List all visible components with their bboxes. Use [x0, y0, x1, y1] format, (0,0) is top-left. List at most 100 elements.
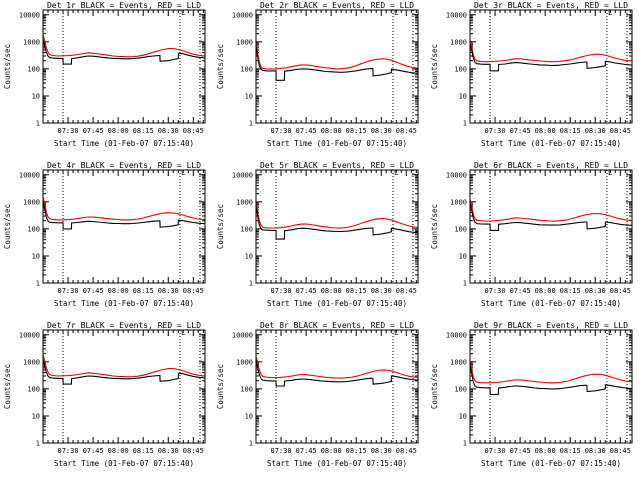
x-tick-label: 08:15 — [133, 287, 154, 295]
chart-svg: Det 9r BLACK = Events, RED = LLD Counts/s… — [430, 321, 633, 468]
series-lld-line — [255, 356, 419, 379]
x-tick-label: 08:45 — [183, 287, 204, 295]
y-tick-label: 10000 — [19, 11, 40, 19]
series-events-line — [42, 38, 206, 65]
y-tick-label: 1 — [249, 440, 253, 448]
y-axis-label: Counts/sec — [3, 364, 12, 409]
chart-title: Det 9r BLACK = Events, RED = LLD — [474, 321, 628, 330]
y-tick-label: 1 — [463, 280, 467, 288]
chart-panel-1: Det 1r BLACK = Events, RED = LLD Counts/s… — [0, 0, 210, 160]
x-tick-label: 08:45 — [183, 127, 204, 135]
x-tick-label: 07:45 — [83, 447, 104, 455]
x-tick-label: 08:00 — [535, 447, 556, 455]
x-tick-label: 08:30 — [371, 127, 392, 135]
x-tick-label: 07:45 — [510, 287, 531, 295]
y-axis-label: Counts/sec — [3, 44, 12, 89]
chart-svg: Det 6r BLACK = Events, RED = LLD Counts/s… — [430, 161, 633, 308]
x-tick-label: 08:30 — [158, 127, 179, 135]
y-axis-label: Counts/sec — [216, 44, 225, 89]
x-axis-label: Start Time (01-Feb-07 07:15:40) — [54, 139, 194, 148]
x-axis-label: Start Time (01-Feb-07 07:15:40) — [481, 299, 621, 308]
x-tick-label: 07:30 — [58, 447, 79, 455]
x-tick-label: 07:30 — [271, 447, 292, 455]
x-tick-label: 08:45 — [610, 127, 631, 135]
series-lld-line — [469, 360, 633, 384]
y-tick-label: 1000 — [236, 358, 253, 366]
y-tick-label: 10 — [32, 412, 40, 420]
y-tick-label: 1000 — [23, 198, 40, 206]
y-tick-label: 1000 — [236, 38, 253, 46]
chart-title: Det 3r BLACK = Events, RED = LLD — [474, 1, 628, 10]
y-tick-label: 10 — [245, 252, 253, 260]
x-axis-label: Start Time (01-Feb-07 07:15:40) — [481, 139, 621, 148]
series-events-line — [255, 205, 419, 240]
chart-svg: Det 5r BLACK = Events, RED = LLD Counts/s… — [216, 161, 419, 308]
plot-frame — [469, 169, 633, 284]
chart-title: Det 8r BLACK = Events, RED = LLD — [260, 321, 414, 330]
plot-frame — [469, 329, 633, 444]
x-axis-label: Start Time (01-Feb-07 07:15:40) — [267, 459, 407, 468]
series-lld-line — [255, 202, 419, 229]
series-lld-line — [469, 198, 633, 222]
x-axis-label: Start Time (01-Feb-07 07:15:40) — [54, 459, 194, 468]
series-events-line — [255, 359, 419, 387]
chart-panel-7: Det 7r BLACK = Events, RED = LLD Counts/s… — [0, 320, 210, 480]
y-tick-label: 10 — [459, 252, 467, 260]
y-tick-label: 1 — [36, 120, 40, 128]
x-tick-label: 08:15 — [133, 447, 154, 455]
x-tick-label: 08:30 — [158, 447, 179, 455]
chart-title: Det 6r BLACK = Events, RED = LLD — [474, 161, 628, 170]
x-tick-label: 08:00 — [535, 287, 556, 295]
x-tick-label: 08:30 — [158, 287, 179, 295]
x-tick-label: 08:00 — [535, 127, 556, 135]
x-tick-label: 08:15 — [346, 287, 367, 295]
y-tick-label: 10000 — [232, 11, 253, 19]
y-tick-label: 100 — [27, 65, 40, 73]
x-axis-label: Start Time (01-Feb-07 07:15:40) — [54, 299, 194, 308]
x-tick-label: 08:45 — [610, 447, 631, 455]
x-tick-label: 07:30 — [485, 127, 506, 135]
plot-frame — [42, 329, 206, 444]
x-tick-label: 08:00 — [321, 447, 342, 455]
x-tick-label: 07:45 — [510, 447, 531, 455]
y-axis-label: Counts/sec — [3, 204, 12, 249]
y-axis-label: Counts/sec — [430, 364, 439, 409]
plot-frame — [255, 169, 419, 284]
x-tick-label: 07:30 — [485, 447, 506, 455]
y-tick-label: 10 — [32, 92, 40, 100]
x-tick-label: 08:30 — [371, 447, 392, 455]
y-tick-label: 100 — [27, 225, 40, 233]
y-tick-label: 10000 — [232, 331, 253, 339]
y-tick-label: 10 — [459, 92, 467, 100]
x-tick-label: 08:45 — [396, 287, 417, 295]
series-events-line — [255, 45, 419, 81]
x-tick-label: 07:45 — [296, 447, 317, 455]
y-tick-label: 1 — [249, 120, 253, 128]
x-tick-label: 08:30 — [371, 287, 392, 295]
x-tick-label: 08:15 — [346, 447, 367, 455]
x-tick-label: 07:30 — [485, 287, 506, 295]
y-tick-label: 10 — [32, 252, 40, 260]
y-tick-label: 1000 — [23, 38, 40, 46]
plot-frame — [42, 169, 206, 284]
x-tick-label: 08:00 — [321, 127, 342, 135]
y-tick-label: 10000 — [232, 171, 253, 179]
x-tick-label: 08:45 — [183, 447, 204, 455]
y-tick-label: 10 — [459, 412, 467, 420]
x-tick-label: 07:30 — [58, 287, 79, 295]
plot-frame — [255, 9, 419, 124]
y-tick-label: 1000 — [23, 358, 40, 366]
series-lld-line — [469, 39, 633, 63]
chart-title: Det 5r BLACK = Events, RED = LLD — [260, 161, 414, 170]
x-tick-label: 08:30 — [585, 287, 606, 295]
x-axis-label: Start Time (01-Feb-07 07:15:40) — [267, 139, 407, 148]
y-tick-label: 10000 — [446, 11, 467, 19]
y-tick-label: 10000 — [446, 171, 467, 179]
y-tick-label: 100 — [454, 385, 467, 393]
plot-frame — [255, 329, 419, 444]
chart-panel-6: Det 6r BLACK = Events, RED = LLD Counts/s… — [427, 160, 637, 320]
x-tick-label: 08:15 — [560, 447, 581, 455]
y-tick-label: 100 — [454, 225, 467, 233]
chart-svg: Det 2r BLACK = Events, RED = LLD Counts/s… — [216, 1, 419, 148]
y-tick-label: 10000 — [19, 171, 40, 179]
